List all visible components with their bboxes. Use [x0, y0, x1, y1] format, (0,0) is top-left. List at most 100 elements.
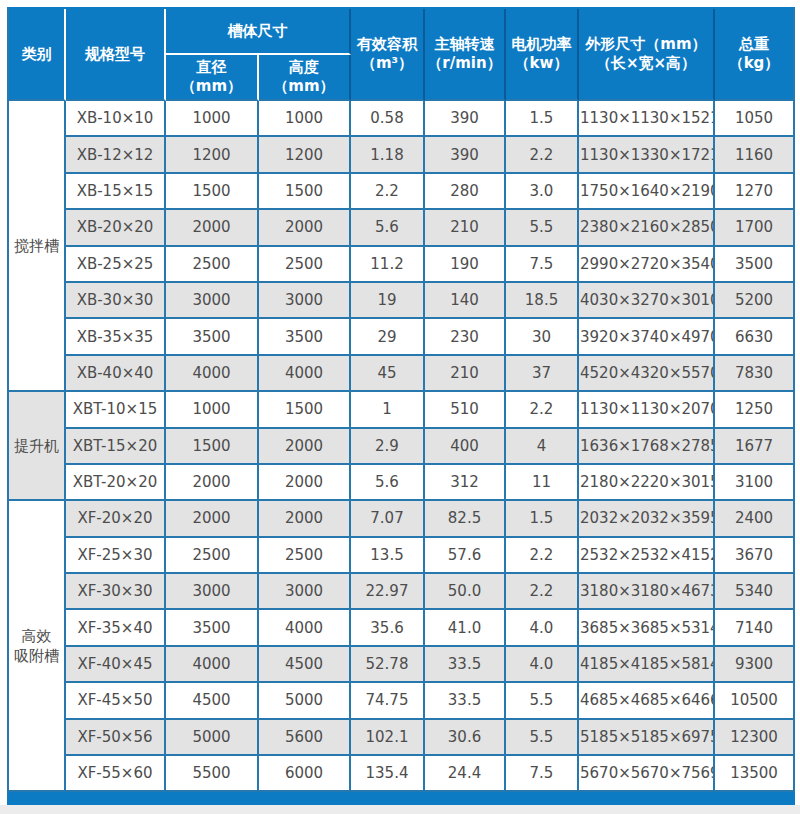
cell-power: 3.0 [506, 174, 579, 210]
table-row: XF-35×40 3500 4000 35.6 41.0 4.0 3685×36… [9, 610, 795, 646]
header-weight: 总重 （kg） [715, 9, 795, 101]
table-row: XF-30×30 3000 3000 22.97 50.0 2.2 3180×3… [9, 574, 795, 610]
cell-speed: 82.5 [425, 501, 506, 537]
table-row: XB-30×30 3000 3000 19 140 18.5 4030×3270… [9, 283, 795, 319]
cell-height: 2000 [259, 429, 351, 465]
table-row: XB-20×20 2000 2000 5.6 210 5.5 2380×2160… [9, 210, 795, 246]
cell-model: XF-30×30 [66, 574, 166, 610]
cell-power: 4.0 [506, 647, 579, 683]
cell-power: 4 [506, 429, 579, 465]
cell-weight: 12300 [715, 720, 795, 756]
cell-dimensions: 4030×3270×3010 [579, 283, 715, 319]
header-volume: 有效容积 （m³） [351, 9, 425, 101]
cell-volume: 7.07 [351, 501, 425, 537]
cell-model: XB-12×12 [66, 137, 166, 173]
cell-model: XBT-20×20 [66, 465, 166, 501]
cell-dimensions: 1750×1640×2190 [579, 174, 715, 210]
cell-height: 1500 [259, 392, 351, 428]
table-header: 类别 规格型号 槽体尺寸 有效容积 （m³） 主轴转速 （r/min） 电机功率… [9, 9, 795, 101]
cell-model: XBT-10×15 [66, 392, 166, 428]
header-model: 规格型号 [66, 9, 166, 101]
cell-volume: 45 [351, 356, 425, 392]
cell-dimensions: 5670×5670×7569 [579, 756, 715, 792]
cell-volume: 13.5 [351, 538, 425, 574]
cell-weight: 7830 [715, 356, 795, 392]
cell-power: 18.5 [506, 283, 579, 319]
cell-volume: 135.4 [351, 756, 425, 792]
cell-diameter: 2000 [166, 501, 259, 537]
table-row: XBT-20×20 2000 2000 5.6 312 11 2180×2220… [9, 465, 795, 501]
cell-power: 30 [506, 319, 579, 355]
cell-speed: 312 [425, 465, 506, 501]
cell-power: 37 [506, 356, 579, 392]
cell-speed: 210 [425, 356, 506, 392]
cell-height: 3500 [259, 319, 351, 355]
cell-speed: 390 [425, 137, 506, 173]
cell-volume: 1.18 [351, 137, 425, 173]
cell-power: 2.2 [506, 137, 579, 173]
spec-table: 类别 规格型号 槽体尺寸 有效容积 （m³） 主轴转速 （r/min） 电机功率… [9, 9, 795, 792]
cell-weight: 1050 [715, 101, 795, 137]
cell-speed: 210 [425, 210, 506, 246]
spec-table-frame: 类别 规格型号 槽体尺寸 有效容积 （m³） 主轴转速 （r/min） 电机功率… [7, 7, 795, 805]
cell-height: 2500 [259, 247, 351, 283]
cell-diameter: 2000 [166, 210, 259, 246]
cell-dimensions: 4520×4320×5570 [579, 356, 715, 392]
cell-power: 4.0 [506, 610, 579, 646]
cell-weight: 5340 [715, 574, 795, 610]
category-cell: 搅拌槽 [9, 101, 66, 392]
cell-speed: 390 [425, 101, 506, 137]
cell-diameter: 1200 [166, 137, 259, 173]
cell-dimensions: 1130×1130×2070 [579, 392, 715, 428]
cell-volume: 29 [351, 319, 425, 355]
cell-volume: 2.9 [351, 429, 425, 465]
table-row: XF-40×45 4000 4500 52.78 33.5 4.0 4185×4… [9, 647, 795, 683]
table-row: XB-40×40 4000 4000 45 210 37 4520×4320×5… [9, 356, 795, 392]
cell-weight: 3500 [715, 247, 795, 283]
cell-diameter: 1500 [166, 429, 259, 465]
cell-dimensions: 4185×4185×5814 [579, 647, 715, 683]
cell-model: XB-20×20 [66, 210, 166, 246]
header-power: 电机功率 （kw） [506, 9, 579, 101]
cell-model: XB-15×15 [66, 174, 166, 210]
cell-speed: 280 [425, 174, 506, 210]
cell-power: 7.5 [506, 247, 579, 283]
cell-height: 4000 [259, 610, 351, 646]
cell-weight: 3670 [715, 538, 795, 574]
table-row: XB-25×25 2500 2500 11.2 190 7.5 2990×272… [9, 247, 795, 283]
cell-dimensions: 2380×2160×2850 [579, 210, 715, 246]
table-row: XBT-15×20 1500 2000 2.9 400 4 1636×1768×… [9, 429, 795, 465]
cell-height: 1500 [259, 174, 351, 210]
cell-power: 5.5 [506, 210, 579, 246]
cell-diameter: 5500 [166, 756, 259, 792]
cell-height: 6000 [259, 756, 351, 792]
cell-power: 1.5 [506, 501, 579, 537]
cell-model: XB-40×40 [66, 356, 166, 392]
cell-weight: 13500 [715, 756, 795, 792]
cell-volume: 19 [351, 283, 425, 319]
cell-dimensions: 4685×4685×6466 [579, 683, 715, 719]
cell-volume: 2.2 [351, 174, 425, 210]
cell-weight: 10500 [715, 683, 795, 719]
page-bottom-strip [0, 805, 800, 814]
table-body: 搅拌槽XB-10×10 1000 1000 0.58 390 1.5 1130×… [9, 101, 795, 792]
cell-height: 5000 [259, 683, 351, 719]
cell-diameter: 4000 [166, 647, 259, 683]
cell-speed: 33.5 [425, 647, 506, 683]
cell-power: 2.2 [506, 392, 579, 428]
cell-diameter: 1000 [166, 392, 259, 428]
cell-model: XF-25×30 [66, 538, 166, 574]
cell-dimensions: 1636×1768×2785 [579, 429, 715, 465]
cell-diameter: 2500 [166, 247, 259, 283]
cell-power: 5.5 [506, 683, 579, 719]
cell-diameter: 3500 [166, 319, 259, 355]
cell-height: 3000 [259, 574, 351, 610]
cell-volume: 11.2 [351, 247, 425, 283]
cell-diameter: 3000 [166, 283, 259, 319]
header-category: 类别 [9, 9, 66, 101]
table-row: XF-45×50 4500 5000 74.75 33.5 5.5 4685×4… [9, 683, 795, 719]
cell-dimensions: 2180×2220×3015 [579, 465, 715, 501]
table-row: 搅拌槽XB-10×10 1000 1000 0.58 390 1.5 1130×… [9, 101, 795, 137]
cell-model: XB-25×25 [66, 247, 166, 283]
cell-power: 2.2 [506, 574, 579, 610]
